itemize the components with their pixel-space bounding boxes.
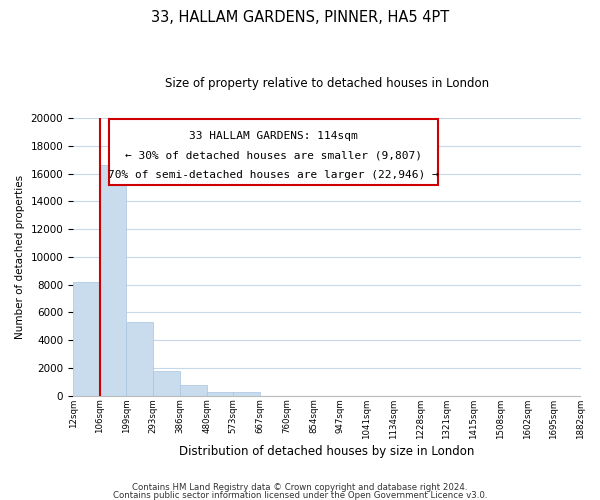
Y-axis label: Number of detached properties: Number of detached properties bbox=[15, 175, 25, 339]
Text: 70% of semi-detached houses are larger (22,946) →: 70% of semi-detached houses are larger (… bbox=[108, 170, 439, 180]
Text: 33 HALLAM GARDENS: 114sqm: 33 HALLAM GARDENS: 114sqm bbox=[189, 131, 358, 141]
Bar bbox=[180, 386, 206, 396]
Title: Size of property relative to detached houses in London: Size of property relative to detached ho… bbox=[165, 78, 489, 90]
Bar bbox=[73, 282, 100, 396]
X-axis label: Distribution of detached houses by size in London: Distribution of detached houses by size … bbox=[179, 444, 475, 458]
Text: 33, HALLAM GARDENS, PINNER, HA5 4PT: 33, HALLAM GARDENS, PINNER, HA5 4PT bbox=[151, 10, 449, 25]
Text: ← 30% of detached houses are smaller (9,807): ← 30% of detached houses are smaller (9,… bbox=[125, 150, 422, 160]
FancyBboxPatch shape bbox=[109, 120, 439, 184]
Text: Contains public sector information licensed under the Open Government Licence v3: Contains public sector information licen… bbox=[113, 490, 487, 500]
Text: Contains HM Land Registry data © Crown copyright and database right 2024.: Contains HM Land Registry data © Crown c… bbox=[132, 484, 468, 492]
Bar bbox=[100, 166, 127, 396]
Bar bbox=[127, 322, 153, 396]
Bar bbox=[233, 392, 260, 396]
Bar bbox=[206, 392, 233, 396]
Bar bbox=[153, 371, 180, 396]
